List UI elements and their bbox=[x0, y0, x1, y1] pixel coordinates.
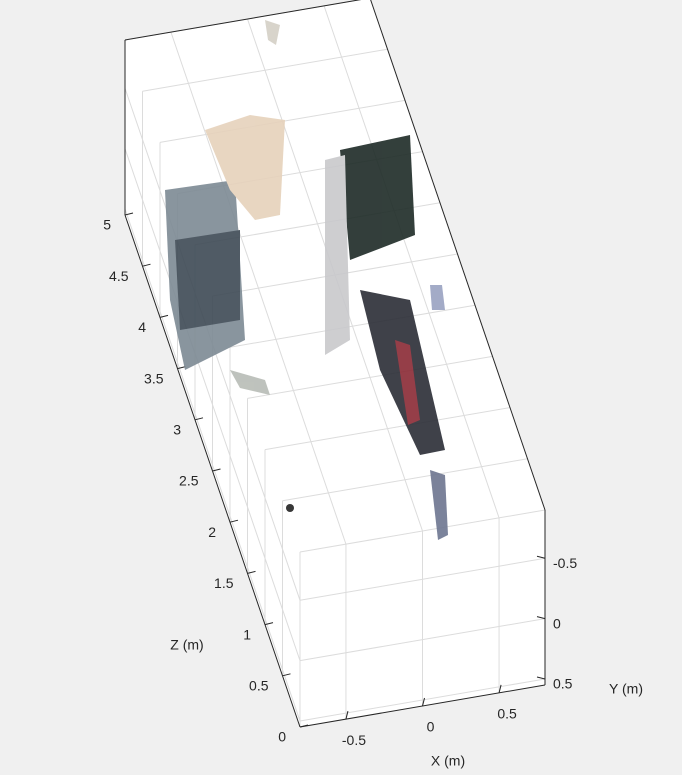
z-tick-label: 4 bbox=[138, 319, 146, 335]
x-tick-label: 0 bbox=[427, 719, 435, 735]
z-tick-label: 3 bbox=[173, 422, 181, 438]
z-tick-label: 2 bbox=[208, 524, 216, 540]
z-tick-label: 5 bbox=[103, 217, 111, 233]
point-cluster bbox=[175, 230, 240, 330]
y-tick-label: 0 bbox=[553, 615, 561, 631]
chart: Z (m) X (m) Y (m) -0.5 0 0.5 -0.5 0 0.5 0 0.5 1 1… bbox=[0, 0, 682, 775]
z-tick-label: 2.5 bbox=[179, 473, 199, 489]
x-tick-label: 0.5 bbox=[497, 706, 517, 722]
z-tick-label: 3.5 bbox=[144, 370, 164, 386]
z-tick-label: 0.5 bbox=[249, 678, 269, 694]
y-tick-label: 0.5 bbox=[553, 676, 573, 692]
z-tick-label: 1.5 bbox=[214, 575, 234, 591]
z-tick-label: 1 bbox=[243, 626, 251, 642]
z-tick-label: 0 bbox=[278, 729, 286, 745]
x-tick-label: -0.5 bbox=[342, 732, 366, 748]
y-tick-label: -0.5 bbox=[553, 555, 577, 571]
z-tick-label: 4.5 bbox=[109, 268, 129, 284]
y-axis-label: Y (m) bbox=[609, 681, 643, 697]
x-axis-label: X (m) bbox=[431, 753, 465, 769]
point-cluster bbox=[286, 504, 294, 512]
z-axis-label: Z (m) bbox=[170, 637, 203, 653]
